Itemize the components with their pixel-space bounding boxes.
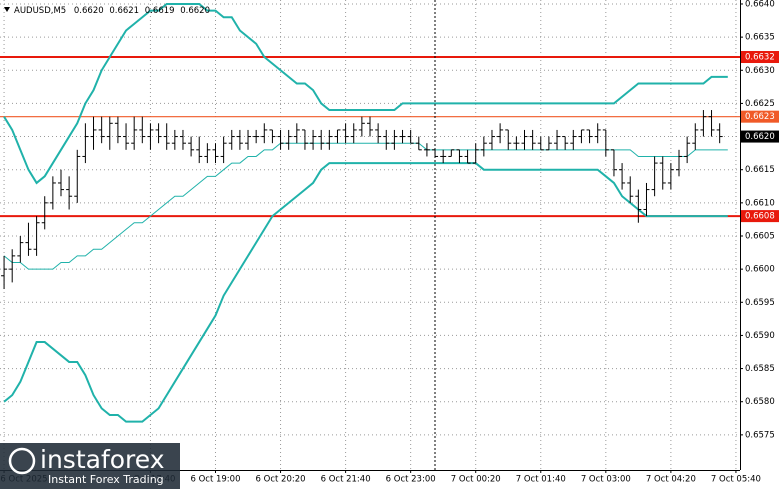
x-tick-label: 6 Oct 19:00 xyxy=(190,475,240,485)
x-tick-label: 7 Oct 05:40 xyxy=(711,475,761,485)
watermark-brand: instaforex xyxy=(40,445,165,474)
plot xyxy=(0,0,740,470)
y-tick-label: 0.6635 xyxy=(745,33,775,43)
level-box xyxy=(741,210,779,223)
level-box xyxy=(741,110,779,123)
current-price-label: 0.6620 xyxy=(745,132,775,142)
level-label: 0.6623 xyxy=(745,112,775,122)
band-lower xyxy=(3,162,728,423)
watermark-logo xyxy=(8,447,36,475)
y-tick-label: 0.6600 xyxy=(745,265,775,275)
y-tick-label: 0.6625 xyxy=(745,99,775,109)
y-tick-label: 0.6575 xyxy=(745,430,775,440)
x-tick-label: 6 Oct 20:20 xyxy=(256,475,306,485)
y-tick-label: 0.6585 xyxy=(745,364,775,374)
y-tick-label: 0.6610 xyxy=(745,198,775,208)
close-value: 0.6620 xyxy=(180,6,210,16)
x-tick-label: 6 Oct 21:40 xyxy=(321,475,371,485)
watermark: instaforex Instant Forex Trading xyxy=(0,443,180,489)
x-tick-label: 6 Oct 23:00 xyxy=(386,475,436,485)
x-tick-label: 7 Oct 00:20 xyxy=(451,475,501,485)
y-tick-label: 0.6590 xyxy=(745,331,775,341)
low-value: 0.6619 xyxy=(145,6,175,16)
y-tick-label: 0.6595 xyxy=(745,298,775,308)
open-value: 0.6620 xyxy=(74,6,104,16)
band-upper xyxy=(3,2,728,185)
header: AUDUSD,M5 0.6620 0.6621 0.6619 0.6620 xyxy=(14,6,210,16)
y-tick-label: 0.6630 xyxy=(745,66,775,76)
high-value: 0.6621 xyxy=(109,6,139,16)
level-box xyxy=(741,51,779,64)
x-tick-label: 7 Oct 04:20 xyxy=(646,475,696,485)
level-label: 0.6632 xyxy=(745,53,775,63)
x-tick-label: 7 Oct 03:00 xyxy=(581,475,631,485)
level-label: 0.6608 xyxy=(745,212,775,222)
symbol: AUDUSD,M5 xyxy=(14,6,66,16)
current-price-box xyxy=(741,130,779,143)
header-arrow xyxy=(4,7,10,12)
y-tick-label: 0.6580 xyxy=(745,397,775,407)
y-tick-label: 0.6640 xyxy=(745,0,775,9)
x-tick-label: 7 Oct 01:40 xyxy=(516,475,566,485)
y-tick-label: 0.6615 xyxy=(745,165,775,175)
watermark-tagline: Instant Forex Trading xyxy=(48,473,164,486)
y-tick-label: 0.6605 xyxy=(745,231,775,241)
